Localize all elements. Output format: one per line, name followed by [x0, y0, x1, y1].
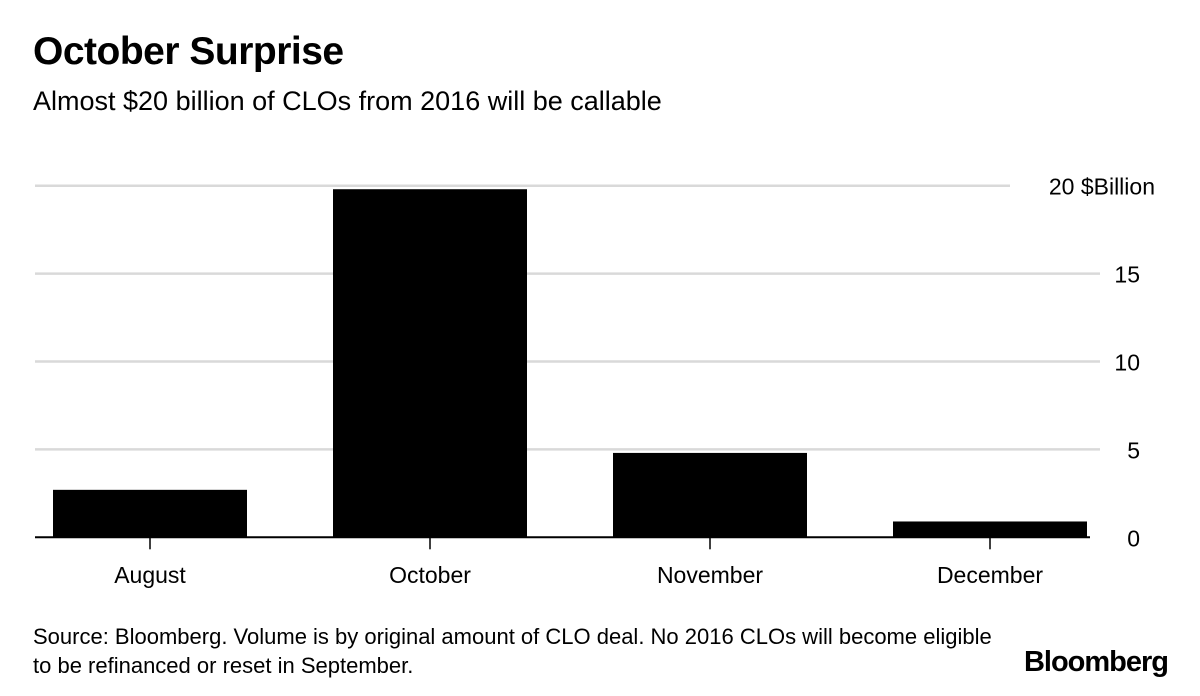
y-tick-label: 5 — [1127, 437, 1140, 463]
y-tick-label: 0 — [1127, 525, 1140, 551]
y-tick-label: 20 $Billion — [1049, 174, 1155, 200]
source-note: Source: Bloomberg. Volume is by original… — [33, 624, 992, 678]
x-tick-label: November — [657, 562, 763, 588]
y-tick-label: 10 — [1114, 350, 1140, 376]
x-tick-label: December — [937, 562, 1043, 588]
bar-december — [893, 521, 1087, 538]
chart-title: October Surprise — [33, 30, 344, 73]
bloomberg-logo: Bloomberg — [1023, 646, 1169, 678]
y-tick-label: 15 — [1114, 262, 1140, 288]
x-tick-label: August — [114, 562, 186, 588]
chart-subtitle: Almost $20 billion of CLOs from 2016 wil… — [33, 86, 662, 116]
bar-october — [333, 189, 527, 538]
bar-august — [53, 489, 247, 538]
bar-november — [613, 452, 807, 538]
x-tick-label: October — [389, 562, 471, 588]
